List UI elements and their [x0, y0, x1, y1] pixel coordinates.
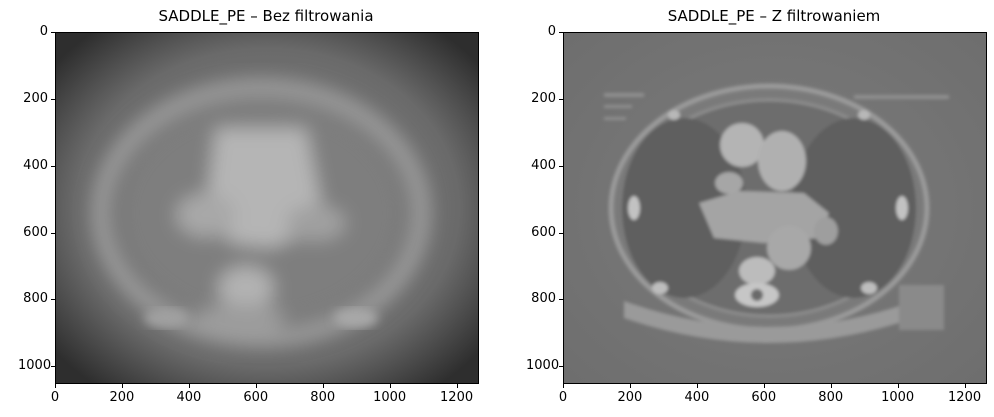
- left-xtick-mark: [55, 384, 56, 388]
- right-ytick-label: 600: [531, 224, 556, 240]
- right-ytick-mark: [559, 165, 563, 167]
- right-panel: SADDLE_PE – Z filtrowaniem: [497, 0, 994, 417]
- left-ytick-mark: [51, 232, 55, 234]
- left-xtick-label: 800: [310, 390, 336, 405]
- right-xtick-mark: [897, 384, 899, 388]
- right-ytick-mark: [559, 98, 563, 100]
- left-ytick-mark: [51, 366, 55, 368]
- right-xtick-mark: [964, 384, 966, 388]
- right-xtick-label: 200: [617, 390, 643, 405]
- left-ytick-label: 1000: [18, 358, 52, 374]
- right-xtick-mark: [830, 384, 832, 388]
- right-ytick-mark: [559, 32, 563, 33]
- left-xtick-label: 1200: [440, 390, 474, 405]
- left-ytick-label: 200: [23, 90, 48, 106]
- left-xtick-mark: [456, 384, 458, 388]
- right-xtick-label: 1200: [948, 390, 982, 405]
- left-ct-image: [56, 33, 478, 383]
- right-xtick-mark: [696, 384, 698, 388]
- left-xtick-mark: [121, 384, 123, 388]
- right-ytick-label: 800: [531, 291, 556, 307]
- right-xtick-mark: [563, 384, 564, 388]
- left-ytick-label: 400: [23, 157, 48, 173]
- right-xtick-label: 400: [684, 390, 710, 405]
- left-xtick-label: 600: [243, 390, 269, 405]
- left-image-axes: [55, 32, 479, 384]
- left-ytick-label: 0: [39, 24, 48, 39]
- right-xtick-mark: [763, 384, 765, 388]
- right-panel-title: SADDLE_PE – Z filtrowaniem: [667, 7, 881, 25]
- left-xtick-label: 400: [176, 390, 202, 405]
- right-ytick-label: 200: [531, 90, 556, 106]
- right-xtick-label: 600: [751, 390, 777, 405]
- left-panel: SADDLE_PE – Bez filtrowania: [18, 7, 479, 405]
- right-ytick-mark: [559, 232, 563, 234]
- right-ytick-label: 400: [531, 157, 556, 173]
- right-ytick-label: 1000: [526, 358, 560, 374]
- right-xtick-label: 0: [558, 390, 568, 405]
- right-ytick-label: 0: [547, 24, 556, 39]
- right-ytick-mark: [559, 366, 563, 368]
- left-ytick-mark: [51, 299, 55, 301]
- left-xtick-mark: [255, 384, 257, 388]
- left-xtick-label: 200: [109, 390, 135, 405]
- left-xtick-mark: [322, 384, 324, 388]
- left-xtick-label: 1000: [373, 390, 407, 405]
- left-ytick-label: 800: [23, 291, 48, 307]
- left-ytick-mark: [51, 32, 55, 33]
- left-panel-title: SADDLE_PE – Bez filtrowania: [158, 7, 374, 25]
- right-ytick-mark: [559, 299, 563, 301]
- right-ct-image: [564, 33, 986, 383]
- right-xtick-mark: [629, 384, 631, 388]
- left-xtick-label: 0: [50, 390, 60, 405]
- left-ytick-mark: [51, 98, 55, 100]
- right-xtick-label: 800: [818, 390, 844, 405]
- right-image-axes: [563, 32, 987, 384]
- left-xtick-mark: [188, 384, 190, 388]
- left-ytick-mark: [51, 165, 55, 167]
- left-ytick-label: 600: [23, 224, 48, 240]
- left-xtick-mark: [389, 384, 391, 388]
- right-xtick-label: 1000: [881, 390, 915, 405]
